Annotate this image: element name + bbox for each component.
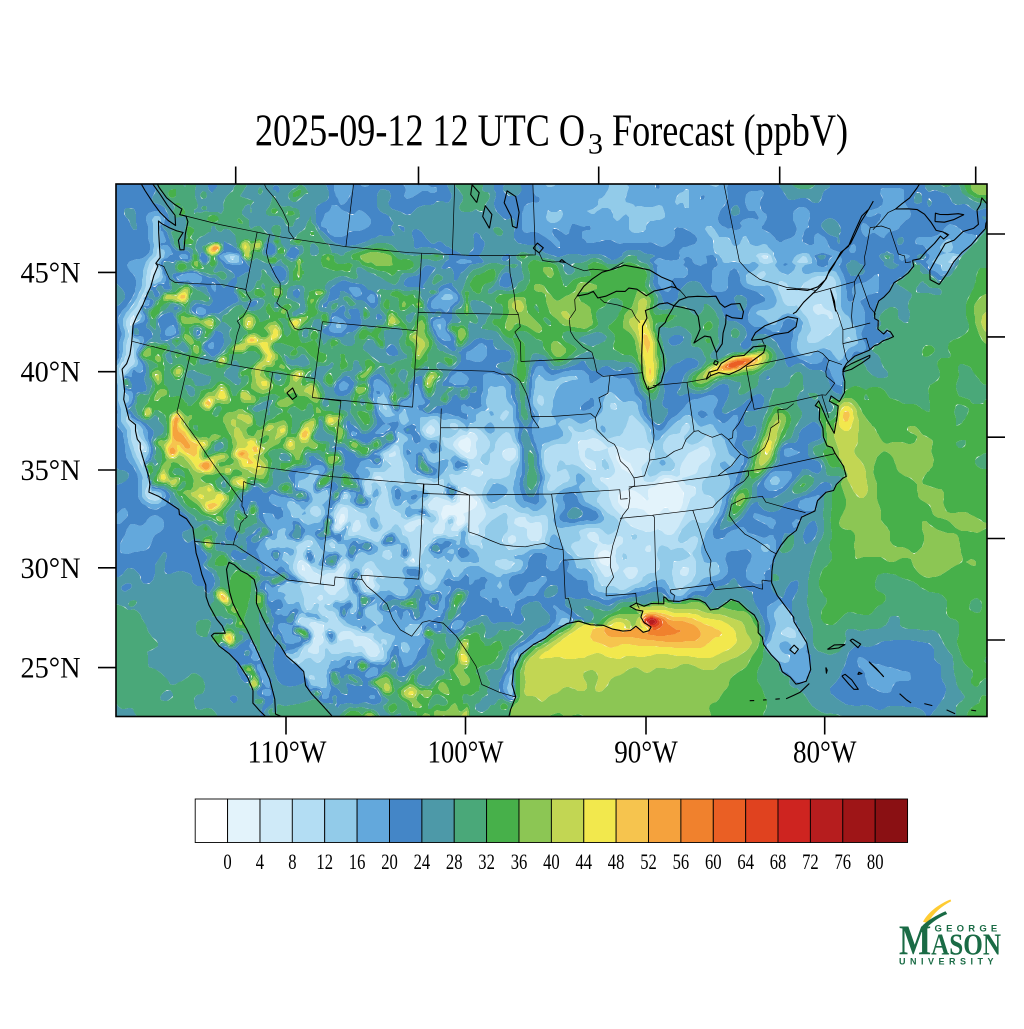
svg-text:64: 64	[737, 849, 754, 874]
svg-text:32: 32	[478, 849, 495, 874]
svg-text:76: 76	[835, 849, 852, 874]
svg-text:35°N: 35°N	[21, 454, 81, 487]
svg-text:44: 44	[576, 849, 593, 874]
svg-text:GEORGE: GEORGE	[935, 924, 1002, 935]
svg-text:Forecast (ppbV): Forecast (ppbV)	[612, 104, 848, 155]
svg-text:30°N: 30°N	[21, 552, 81, 585]
svg-text:28: 28	[446, 849, 463, 874]
svg-text:100°W: 100°W	[428, 734, 505, 770]
svg-text:60: 60	[705, 849, 722, 874]
svg-text:MASON: MASON	[899, 919, 1001, 965]
svg-text:40°N: 40°N	[21, 356, 81, 389]
svg-text:48: 48	[608, 849, 625, 874]
svg-text:UNIVERSITY: UNIVERSITY	[899, 957, 998, 967]
svg-text:80: 80	[867, 849, 884, 874]
svg-text:24: 24	[414, 849, 431, 874]
svg-text:36: 36	[511, 849, 528, 874]
svg-text:2025-09-12 12 UTC O: 2025-09-12 12 UTC O	[255, 104, 585, 155]
svg-text:16: 16	[349, 849, 366, 874]
svg-text:72: 72	[802, 849, 819, 874]
svg-text:4: 4	[256, 849, 264, 874]
svg-text:56: 56	[673, 849, 690, 874]
svg-text:20: 20	[381, 849, 398, 874]
svg-text:0: 0	[223, 849, 231, 874]
svg-text:25°N: 25°N	[21, 652, 81, 685]
svg-text:12: 12	[316, 849, 333, 874]
svg-text:68: 68	[770, 849, 787, 874]
svg-text:110°W: 110°W	[248, 734, 328, 770]
svg-text:40: 40	[543, 849, 560, 874]
svg-text:8: 8	[288, 849, 296, 874]
svg-text:80°W: 80°W	[793, 734, 857, 770]
svg-text:3: 3	[588, 127, 603, 160]
svg-text:90°W: 90°W	[614, 734, 678, 770]
svg-text:52: 52	[640, 849, 657, 874]
svg-text:45°N: 45°N	[21, 256, 81, 289]
